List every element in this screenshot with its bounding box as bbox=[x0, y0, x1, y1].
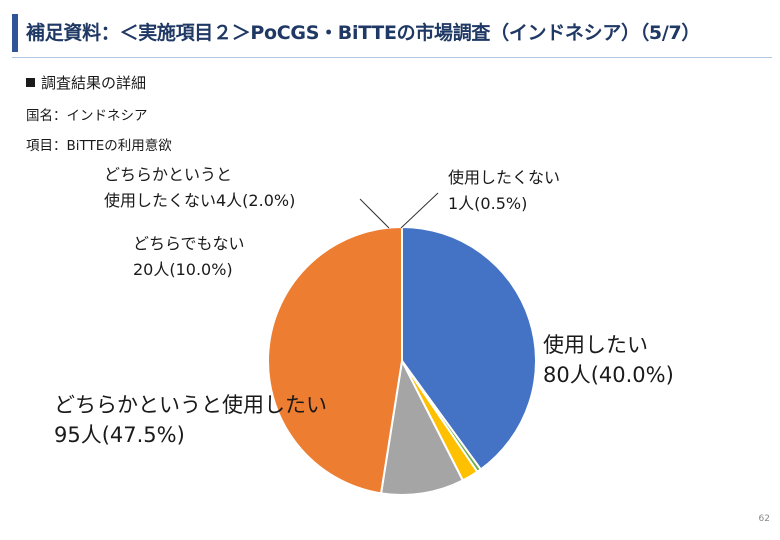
pie-slice-want-to-use bbox=[401, 225, 537, 471]
leader-lines bbox=[359, 192, 439, 229]
data-label-not-want-line-2: 1人(0.5%) bbox=[448, 194, 527, 213]
page-number: 62 bbox=[758, 514, 770, 524]
bullet-square-icon bbox=[26, 78, 35, 87]
section-heading: 調査結果の詳細 bbox=[26, 72, 146, 93]
pie-slice-neither bbox=[379, 357, 465, 496]
leader-line-somewhat-not-want bbox=[359, 198, 390, 229]
data-label-not-want-line-1: 使用したくない bbox=[448, 168, 560, 187]
data-label-neither-line-1: どちらでもない bbox=[133, 234, 245, 253]
data-label-somewhat-want-line-1: どちらかというと使用したい bbox=[54, 393, 327, 417]
data-label-want-to-use-line-2: 80人(40.0%) bbox=[543, 363, 674, 387]
pie-slice-somewhat-want bbox=[267, 225, 403, 495]
title-divider bbox=[12, 57, 772, 58]
data-label-somewhat-not-want-line-2: 使用したくない4人(2.0%) bbox=[104, 191, 295, 210]
pie-slices bbox=[267, 225, 537, 496]
data-label-want-to-use-line-1: 使用したい bbox=[543, 333, 648, 357]
country-label: 国名：インドネシア bbox=[26, 108, 148, 124]
page-title: 補足資料：＜実施項目２＞PoCGS・BiTTEの市場調査（インドネシア）（5/7… bbox=[26, 22, 701, 44]
title-accent-bar bbox=[12, 14, 18, 52]
data-labels: 使用したい80人(40.0%)使用したくない1人(0.5%)どちらかというと使用… bbox=[54, 165, 674, 447]
leader-line-not-want bbox=[400, 192, 439, 229]
data-label-neither-line-2: 20人(10.0%) bbox=[133, 260, 233, 279]
item-label: 項目：BiTTEの利用意欲 bbox=[26, 138, 172, 154]
data-label-somewhat-not-want-line-1: どちらかというと bbox=[104, 165, 232, 184]
data-label-somewhat-want-line-2: 95人(47.5%) bbox=[54, 423, 185, 447]
section-heading-text: 調査結果の詳細 bbox=[41, 74, 147, 92]
